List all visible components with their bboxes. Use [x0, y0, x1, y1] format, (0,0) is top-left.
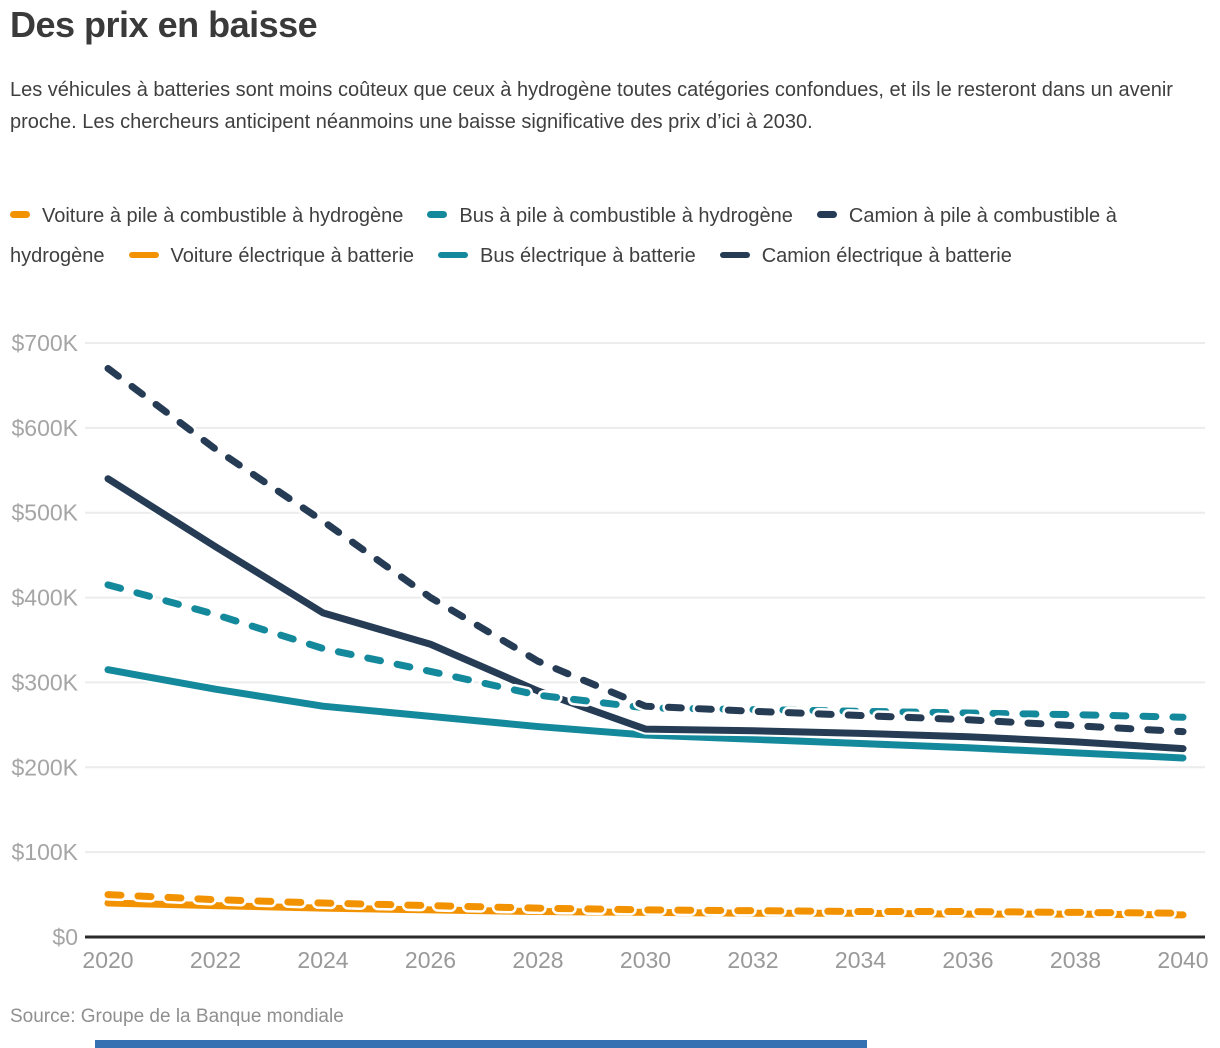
y-tick-label: $400K — [11, 585, 78, 611]
series-casing — [102, 362, 1189, 738]
y-tick-label: $200K — [11, 754, 78, 780]
legend-label: Voiture électrique à batterie — [170, 245, 415, 267]
legend-swatch-dashed — [816, 211, 837, 219]
page-title: Des prix en baisse — [10, 4, 318, 45]
legend-item: Voiture à pile à combustible à hydrogène — [10, 205, 403, 227]
x-tick-label: 2024 — [297, 947, 348, 973]
chart-area: $700K $600K $500K $400K $300K $200K $100K $0 202… — [0, 320, 1220, 992]
x-tick-label: 2022 — [190, 947, 241, 973]
series-line — [104, 666, 1187, 762]
legend-swatch-dashed — [10, 211, 30, 219]
x-tick-label: 2034 — [835, 947, 886, 973]
y-tick-label: $700K — [11, 330, 78, 356]
legend-swatch-solid — [128, 251, 159, 258]
x-tick-label: 2028 — [512, 947, 563, 973]
y-tick-label: $300K — [11, 669, 78, 695]
line-chart: $700K$600K$500K$400K$300K$200K$100K$0202… — [11, 330, 1208, 973]
x-tick-label: 2036 — [942, 947, 993, 973]
y-tick-label: $600K — [11, 415, 78, 441]
x-tick-label: 2040 — [1157, 947, 1208, 973]
series-line — [104, 891, 1187, 917]
legend-swatch-solid — [438, 251, 469, 258]
legend-item: Camion électrique à batterie — [702, 245, 1012, 267]
y-tick-label: $500K — [11, 500, 78, 526]
chart-legend: Voiture à pile à combustible à hydrogène… — [10, 196, 1195, 276]
legend-swatch-solid — [719, 251, 750, 258]
x-tick-label: 2032 — [727, 947, 778, 973]
y-tick-label: $100K — [11, 839, 78, 865]
x-tick-label: 2030 — [620, 947, 671, 973]
legend-label: Camion électrique à batterie — [761, 245, 1012, 267]
x-tick-label: 2026 — [405, 947, 456, 973]
legend-item: Voiture électrique à batterie — [111, 245, 415, 267]
accent-bar — [95, 1040, 867, 1048]
legend-label: Camion à pile à combustible à hydrogène — [10, 205, 1117, 267]
x-tick-label: 2020 — [82, 947, 133, 973]
legend-label: Voiture à pile à combustible à hydrogène — [42, 205, 404, 227]
legend-item: Camion à pile à combustible à hydrogène — [10, 205, 1117, 267]
x-tick-label: 2038 — [1050, 947, 1101, 973]
y-tick-label: $0 — [52, 924, 78, 950]
legend-label: Bus à pile à combustible à hydrogène — [459, 205, 793, 227]
legend-item: Bus à pile à combustible à hydrogène — [409, 205, 793, 227]
legend-swatch-dashed — [427, 211, 448, 219]
chart-subtitle: Les véhicules à batteries sont moins coû… — [10, 79, 1173, 133]
legend-item: Bus électrique à batterie — [420, 245, 696, 267]
series-line — [104, 475, 1187, 753]
legend-label: Bus électrique à batterie — [480, 245, 696, 267]
series-line — [104, 364, 1187, 736]
source-note: Source: Groupe de la Banque mondiale — [10, 1006, 344, 1027]
